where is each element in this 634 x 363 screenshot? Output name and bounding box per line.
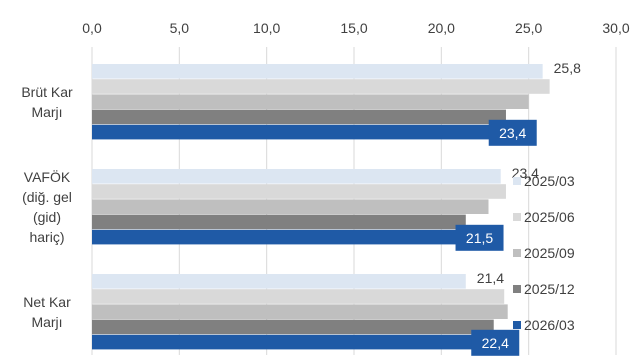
data-label: 21,5 — [466, 230, 493, 246]
legend-swatch — [513, 249, 521, 257]
data-label: 22,4 — [482, 335, 509, 351]
legend-swatch — [513, 285, 521, 293]
category-label: Brüt Kar Marjı — [21, 84, 73, 120]
bar — [92, 274, 466, 289]
legend-swatch — [513, 321, 521, 329]
x-tick-label: 5,0 — [170, 20, 190, 36]
legend-label: 2025/09 — [524, 245, 575, 261]
data-labels: 25,823,423,421,521,422,4 — [455, 60, 581, 356]
bar — [92, 334, 484, 350]
bar — [92, 94, 529, 109]
bar — [92, 169, 501, 184]
bar — [92, 319, 494, 335]
category-label: Net Kar Marjı — [23, 294, 71, 330]
legend-label: 2025/06 — [524, 209, 575, 225]
x-tick-label: 0,0 — [82, 20, 102, 36]
x-tick-label: 15,0 — [340, 20, 367, 36]
data-label: 25,8 — [554, 60, 581, 76]
bar — [92, 124, 501, 140]
bar — [92, 109, 506, 125]
legend: 2025/03 2025/06 2025/09 2025/12 2026/03 — [513, 173, 575, 333]
x-axis-ticks: 0,0 5,0 10,0 15,0 20,0 25,0 30,0 — [82, 20, 630, 36]
legend-swatch — [513, 213, 521, 221]
bar — [92, 199, 489, 214]
x-tick-label: 20,0 — [428, 20, 455, 36]
legend-label: 2026/03 — [524, 317, 575, 333]
data-label-box — [488, 119, 537, 146]
x-tick-label: 10,0 — [253, 20, 280, 36]
data-label-box — [455, 224, 504, 251]
legend-label: 2025/03 — [524, 173, 575, 189]
category-labels: Brüt Kar Marjı VAFÖK (diğ. gel (gid) hariç) Ne… — [21, 84, 73, 330]
data-label-box — [471, 329, 520, 356]
data-label: 21,4 — [477, 270, 504, 286]
category-label: VAFÖK (diğ. gel (gid) hariç) — [22, 168, 72, 245]
legend-swatch — [513, 177, 521, 185]
bar — [92, 64, 543, 79]
data-label: 23,4 — [499, 125, 526, 141]
bar — [92, 184, 506, 199]
bar — [92, 229, 468, 245]
bars — [92, 64, 550, 350]
x-tick-label: 30,0 — [602, 20, 629, 36]
bar — [92, 214, 466, 230]
x-tick-label: 25,0 — [515, 20, 542, 36]
bar — [92, 289, 505, 304]
legend-label: 2025/12 — [524, 281, 575, 297]
bar — [92, 79, 550, 94]
bar — [92, 304, 508, 319]
